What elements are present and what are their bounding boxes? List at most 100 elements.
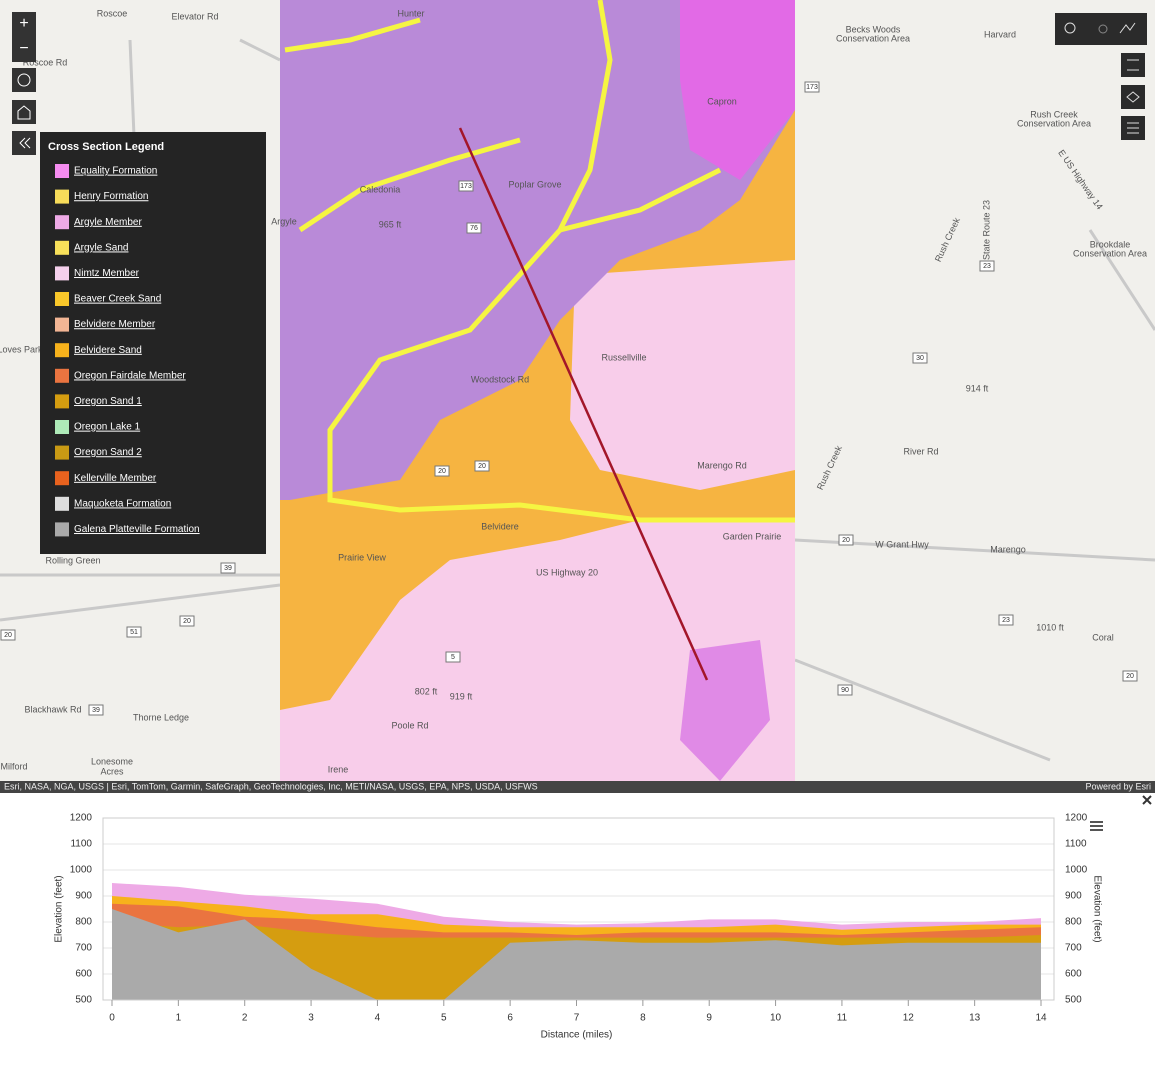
zoom-in-icon: + <box>19 15 28 32</box>
map-label: Harvard <box>984 29 1016 39</box>
map-label: Hunter <box>397 8 424 18</box>
legend-swatch <box>55 522 69 537</box>
legend-item[interactable]: Nimtz Member <box>74 268 140 279</box>
legend-item[interactable]: Beaver Creek Sand <box>74 294 161 305</box>
route-number: 90 <box>841 687 849 694</box>
zoom-out-icon: − <box>19 40 28 57</box>
route-number: 173 <box>806 84 818 91</box>
legend-swatch <box>55 164 69 178</box>
button-icons <box>1126 59 1140 134</box>
legend-bg <box>40 132 266 554</box>
legend-swatch <box>55 317 69 332</box>
map-label: 802 ft <box>415 686 438 696</box>
legend-swatch <box>55 240 69 255</box>
right-toolbar <box>1055 13 1147 140</box>
route-shield <box>179 615 195 627</box>
map-label: Elevator Rd <box>171 11 218 21</box>
y-tick-label: 900 <box>75 891 92 902</box>
y-axis-label: Elevation (feet) <box>54 875 65 942</box>
x-axis-label: Distance (miles) <box>541 1030 613 1041</box>
legend-item[interactable]: Henry Formation <box>74 191 148 202</box>
cross-section-chart: 5006007008009001000110012005006007008009… <box>54 813 1103 1041</box>
powered-by: Powered by Esri <box>1085 781 1151 791</box>
legend-swatch <box>55 471 69 486</box>
legend-swatch <box>55 266 69 281</box>
home-button[interactable] <box>12 100 36 124</box>
legend-item[interactable]: Belvidere Sand <box>74 345 142 356</box>
plot-frame <box>102 817 1055 1001</box>
y2-tick-label: 600 <box>1065 969 1082 980</box>
legend-item[interactable]: Galena Platteville Formation <box>74 524 200 535</box>
close-button[interactable] <box>1142 795 1152 805</box>
map-label: Rolling Green <box>45 555 100 565</box>
legend-item[interactable]: Maquoketa Formation <box>74 498 171 509</box>
y2-tick-label: 800 <box>1065 917 1082 928</box>
search-button[interactable] <box>1064 22 1076 34</box>
route-shield <box>220 562 236 574</box>
y2-tick-label: 1200 <box>1065 813 1088 824</box>
y-tick-label: 500 <box>75 995 92 1006</box>
streams <box>284 0 795 523</box>
map-label: Becks Woods <box>846 24 901 34</box>
map-label: Garden Prairie <box>723 531 782 541</box>
legend-item[interactable]: Oregon Lake 1 <box>74 422 141 433</box>
route-shield <box>445 651 461 663</box>
legend-swatch <box>55 343 69 358</box>
chart-menu[interactable] <box>1090 821 1103 831</box>
y-tick-label: 1100 <box>70 839 92 850</box>
x-tick-label: 6 <box>507 1013 513 1024</box>
help-icon <box>17 73 31 87</box>
locate-button[interactable] <box>1098 24 1108 34</box>
route-number: 23 <box>983 263 991 270</box>
x-tick-label: 4 <box>375 1013 381 1024</box>
map-label: Marengo Rd <box>697 460 747 470</box>
map-label: Acres <box>100 766 124 776</box>
layers-button[interactable] <box>1121 85 1145 109</box>
x-tick-label: 3 <box>308 1013 314 1024</box>
route-number: 20 <box>842 537 850 544</box>
legend-swatch <box>55 496 69 511</box>
home-icon <box>17 105 31 120</box>
route-number: 39 <box>92 707 100 714</box>
legend-swatch <box>55 189 69 204</box>
legend-item[interactable]: Belvidere Member <box>74 319 156 330</box>
y-tick-label: 1200 <box>70 813 93 824</box>
map-label: Conservation Area <box>836 33 910 43</box>
geology-purple <box>280 0 795 500</box>
y2-tick-label: 500 <box>1065 995 1082 1006</box>
x-tick-label: 2 <box>242 1013 248 1024</box>
y2-tick-label: 900 <box>1065 891 1082 902</box>
attribution-bar <box>0 781 1155 793</box>
map-label: 965 ft <box>379 219 402 229</box>
basemap-button[interactable] <box>1121 53 1145 77</box>
route-number: 20 <box>478 463 486 470</box>
route-number: 20 <box>1126 673 1134 680</box>
collapse-button[interactable] <box>12 131 36 155</box>
route-number: 173 <box>460 183 472 190</box>
map-label: Brookdale <box>1090 239 1131 249</box>
zoom-buttons[interactable] <box>12 12 36 62</box>
map-label: Woodstock Rd <box>471 374 529 384</box>
legend-item[interactable]: Argyle Member <box>74 217 142 228</box>
x-tick-label: 11 <box>837 1013 848 1024</box>
route-number: 20 <box>183 618 191 625</box>
attribution: Esri, NASA, NGA, USGS | Esri, TomTom, Ga… <box>4 781 538 791</box>
map-label: Russellville <box>601 352 646 362</box>
route-number: 30 <box>916 355 924 362</box>
map-label: Belvidere <box>481 521 519 531</box>
legend-item[interactable]: Kellerville Member <box>74 473 157 484</box>
route-shield <box>998 614 1014 626</box>
route-shield <box>88 704 104 716</box>
legend-item[interactable]: Oregon Fairdale Member <box>74 370 186 381</box>
legend-item[interactable]: Argyle Sand <box>74 242 128 253</box>
help-button[interactable] <box>12 68 36 92</box>
map-label: State Route 23 <box>981 200 991 260</box>
x-tick-label: 8 <box>640 1013 646 1024</box>
legend-item[interactable]: Equality Formation <box>74 166 157 177</box>
legend-item[interactable]: Oregon Sand 1 <box>74 396 142 407</box>
map-label: Roscoe <box>97 8 128 18</box>
y-tick-label: 1000 <box>70 865 93 876</box>
x-tick-label: 5 <box>441 1013 447 1024</box>
profile-button[interactable] <box>1119 22 1136 34</box>
legend-item[interactable]: Oregon Sand 2 <box>74 447 142 458</box>
